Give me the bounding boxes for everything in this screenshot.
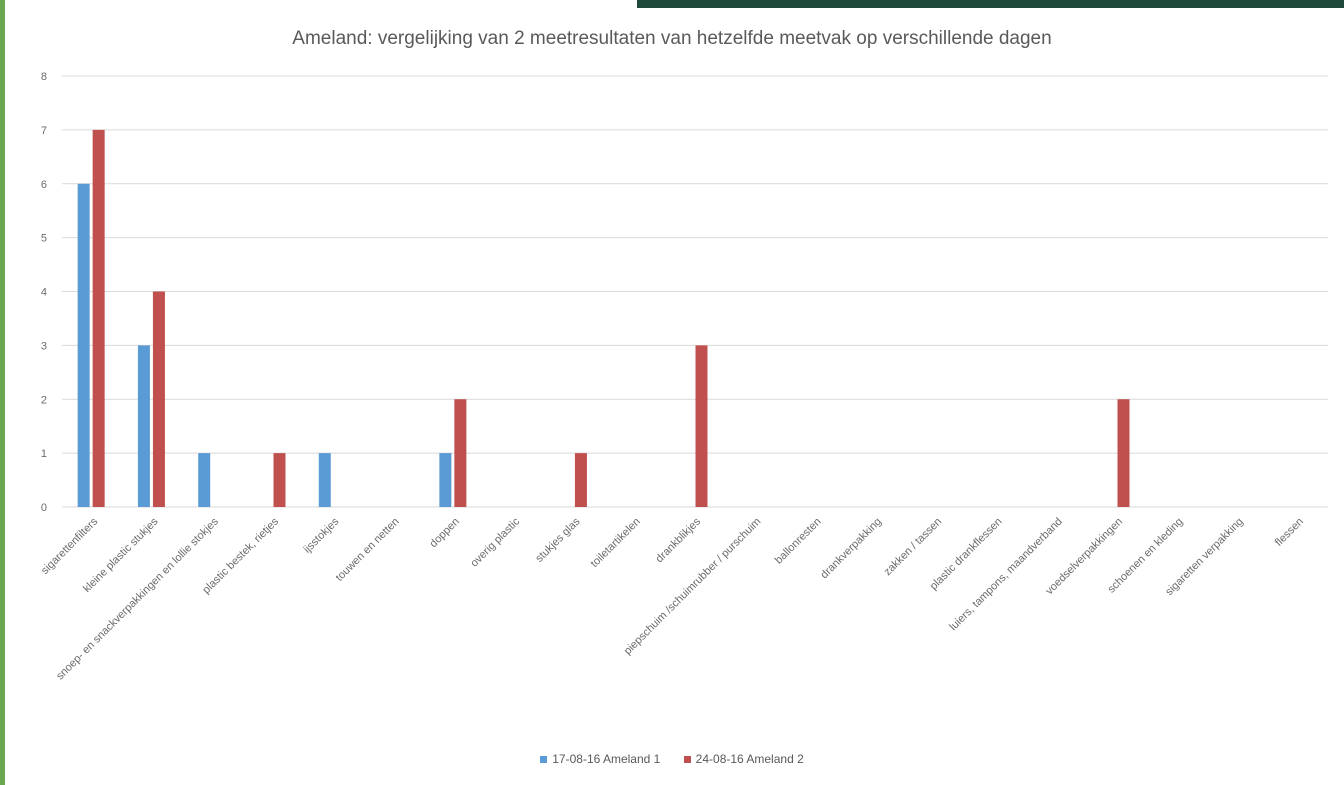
bar-series-1-cat-5 (318, 453, 331, 507)
x-category-label: stukjes glas (533, 515, 582, 564)
y-tick-label: 8 (41, 71, 47, 83)
bar-series-2-cat-7 (454, 399, 467, 507)
x-category-label: touwen en netten (334, 516, 402, 584)
y-tick-label: 6 (41, 179, 47, 191)
x-category-label: toiletartikelen (589, 516, 643, 570)
y-tick-label: 0 (41, 502, 47, 514)
x-category-label: ijsstokjes (301, 515, 341, 555)
y-tick-label: 1 (41, 448, 47, 460)
bar-series-2-cat-4 (273, 453, 286, 507)
bar-series-1-cat-2 (137, 345, 150, 507)
x-category-label: sigarettenfilters (39, 515, 101, 577)
bar-series-2-cat-9 (574, 453, 587, 507)
x-category-label: drankblikjes (654, 515, 704, 565)
top-header-bar (637, 0, 1344, 8)
x-category-label: ballonresten (773, 516, 824, 567)
x-category-label: zakken / tassen (882, 516, 945, 579)
legend-item-series-2: 24-08-16 Ameland 2 (683, 752, 804, 766)
bar-series-2-cat-18 (1117, 399, 1130, 507)
bar-series-1-cat-1 (77, 183, 90, 507)
y-tick-label: 2 (41, 394, 47, 406)
y-tick-label: 4 (41, 287, 47, 299)
legend-label-series-2: 24-08-16 Ameland 2 (695, 752, 804, 766)
y-tick-label: 5 (41, 233, 47, 245)
chart-legend: 17-08-16 Ameland 1 24-08-16 Ameland 2 (0, 752, 1344, 766)
chart-title: Ameland: vergelijking van 2 meetresultat… (292, 28, 1052, 49)
y-tick-label: 3 (41, 340, 47, 352)
legend-swatch-series-1 (540, 756, 548, 764)
bar-series-2-cat-11 (695, 345, 708, 507)
y-tick-label: 7 (41, 125, 47, 137)
bar-series-2-cat-2 (152, 291, 165, 507)
x-category-label: drankverpakking (818, 516, 884, 582)
x-category-label: flessen (1273, 516, 1306, 549)
x-category-label: doppen (428, 516, 462, 550)
legend-swatch-series-2 (683, 756, 691, 764)
left-border-accent (0, 0, 5, 785)
bar-series-2-cat-1 (92, 129, 105, 507)
x-category-label: piepschuim /schuimrubber / purschuim (622, 516, 764, 658)
legend-item-series-1: 17-08-16 Ameland 1 (540, 752, 660, 766)
x-category-label: overig plastic (468, 515, 522, 569)
legend-label-series-1: 17-08-16 Ameland 1 (552, 752, 661, 766)
bar-series-1-cat-3 (198, 453, 211, 507)
x-category-label: luiers, tampons, maandverband (947, 516, 1064, 633)
bar-series-1-cat-7 (439, 453, 452, 507)
